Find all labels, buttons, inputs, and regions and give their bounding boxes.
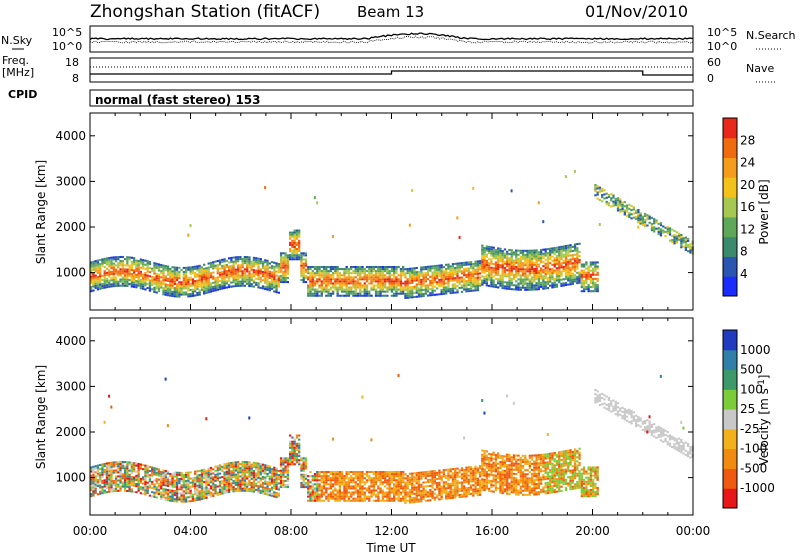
colorbar-tick-label: -500 (740, 461, 767, 475)
colorbar-tick-label: 24 (740, 156, 755, 170)
x-tick-label: 04:00 (173, 524, 208, 538)
colorbar-tick-label: 28 (740, 133, 755, 147)
colorbar-tick-label: 25 (740, 402, 755, 416)
power-data-cells (90, 169, 694, 300)
freq-left-tick-top: 18 (65, 56, 79, 69)
nave-right-tick-bottom: 0 (707, 72, 714, 85)
station-title: Zhongshan Station (fitACF) (90, 2, 320, 22)
beam-label: Beam 13 (357, 3, 424, 21)
x-tick-label: 12:00 (374, 524, 409, 538)
x-tick-label: 00:00 (676, 524, 711, 538)
colorbar-tick-label: 100 (740, 382, 763, 396)
colorbar-tick-label: 8 (740, 245, 748, 259)
y-tick-label: 4000 (55, 129, 86, 143)
x-tick-label: 16:00 (475, 524, 510, 538)
frequency-panel: Freq. [MHz] 18 8 60 0 Nave (2, 54, 776, 85)
noise-right-tick-bottom: 10^0 (707, 40, 737, 53)
freq-unit-label: [MHz] (2, 66, 34, 79)
colorbar-tick-label: 500 (740, 363, 763, 377)
y-tick-label: 2000 (55, 425, 86, 439)
x-tick-label: 00:00 (73, 524, 108, 538)
velocity-colorbar-label: Velocity [m s-1] (757, 375, 771, 466)
colorbar-tick-label: 4 (740, 267, 748, 281)
power-colorbar: 4 8 12 16 20 24 28 (722, 117, 755, 297)
y-tick-label: 3000 (55, 379, 86, 393)
x-tick-label: 20:00 (575, 524, 610, 538)
freq-left-tick-bottom: 8 (72, 72, 79, 85)
cpid-value: normal (fast stereo) 153 (95, 93, 261, 107)
noise-left-label: N.Sky (1, 34, 33, 47)
velocity-colorbar: -1000 -500 -100 -25 25 100 500 1000 (722, 329, 775, 509)
colorbar-tick-label: 12 (740, 222, 755, 236)
y-tick-label: 1000 (55, 471, 86, 485)
colorbar-tick-label: 16 (740, 200, 755, 214)
y-tick-label: 2000 (55, 220, 86, 234)
noise-left-tick-bottom: 10^0 (52, 40, 82, 53)
y-tick-label: 3000 (55, 174, 86, 188)
power-ylabel: Slant Range [km] (34, 160, 48, 264)
nave-right-tick-top: 60 (707, 56, 721, 69)
colorbar-tick-label: -25 (740, 422, 760, 436)
power-panel: 1000 2000 3000 4000 Slant Range [km] (34, 112, 694, 311)
noise-right-label: N.Search (746, 29, 796, 42)
colorbar-tick-label: 20 (740, 178, 755, 192)
colorbar-tick-label: -100 (740, 442, 767, 456)
x-axis-label: Time UT (365, 541, 416, 554)
noise-left-tick-top: 10^5 (52, 26, 82, 39)
noise-right-tick-top: 10^5 (707, 26, 737, 39)
velocity-panel: 1000 2000 3000 4000 00:00 04:00 08:00 12:00 16:0… (34, 317, 711, 554)
y-tick-label: 1000 (55, 266, 86, 280)
date-label: 01/Nov/2010 (585, 2, 688, 21)
power-colorbar-label: Power [dB] (757, 179, 771, 244)
colorbar-tick-label: 1000 (740, 343, 771, 357)
noise-panel: N.Sky 10^5 10^0 10^5 10^0 N.Search (1, 25, 796, 53)
x-tick-label: 08:00 (274, 524, 309, 538)
colorbar-tick-label: -1000 (740, 481, 775, 495)
velocity-data-cells (90, 373, 694, 505)
cpid-label: CPID (8, 88, 37, 101)
velocity-ylabel: Slant Range [km] (34, 365, 48, 469)
nave-label: Nave (746, 62, 774, 75)
y-tick-label: 4000 (55, 334, 86, 348)
freq-label: Freq. (2, 54, 29, 67)
